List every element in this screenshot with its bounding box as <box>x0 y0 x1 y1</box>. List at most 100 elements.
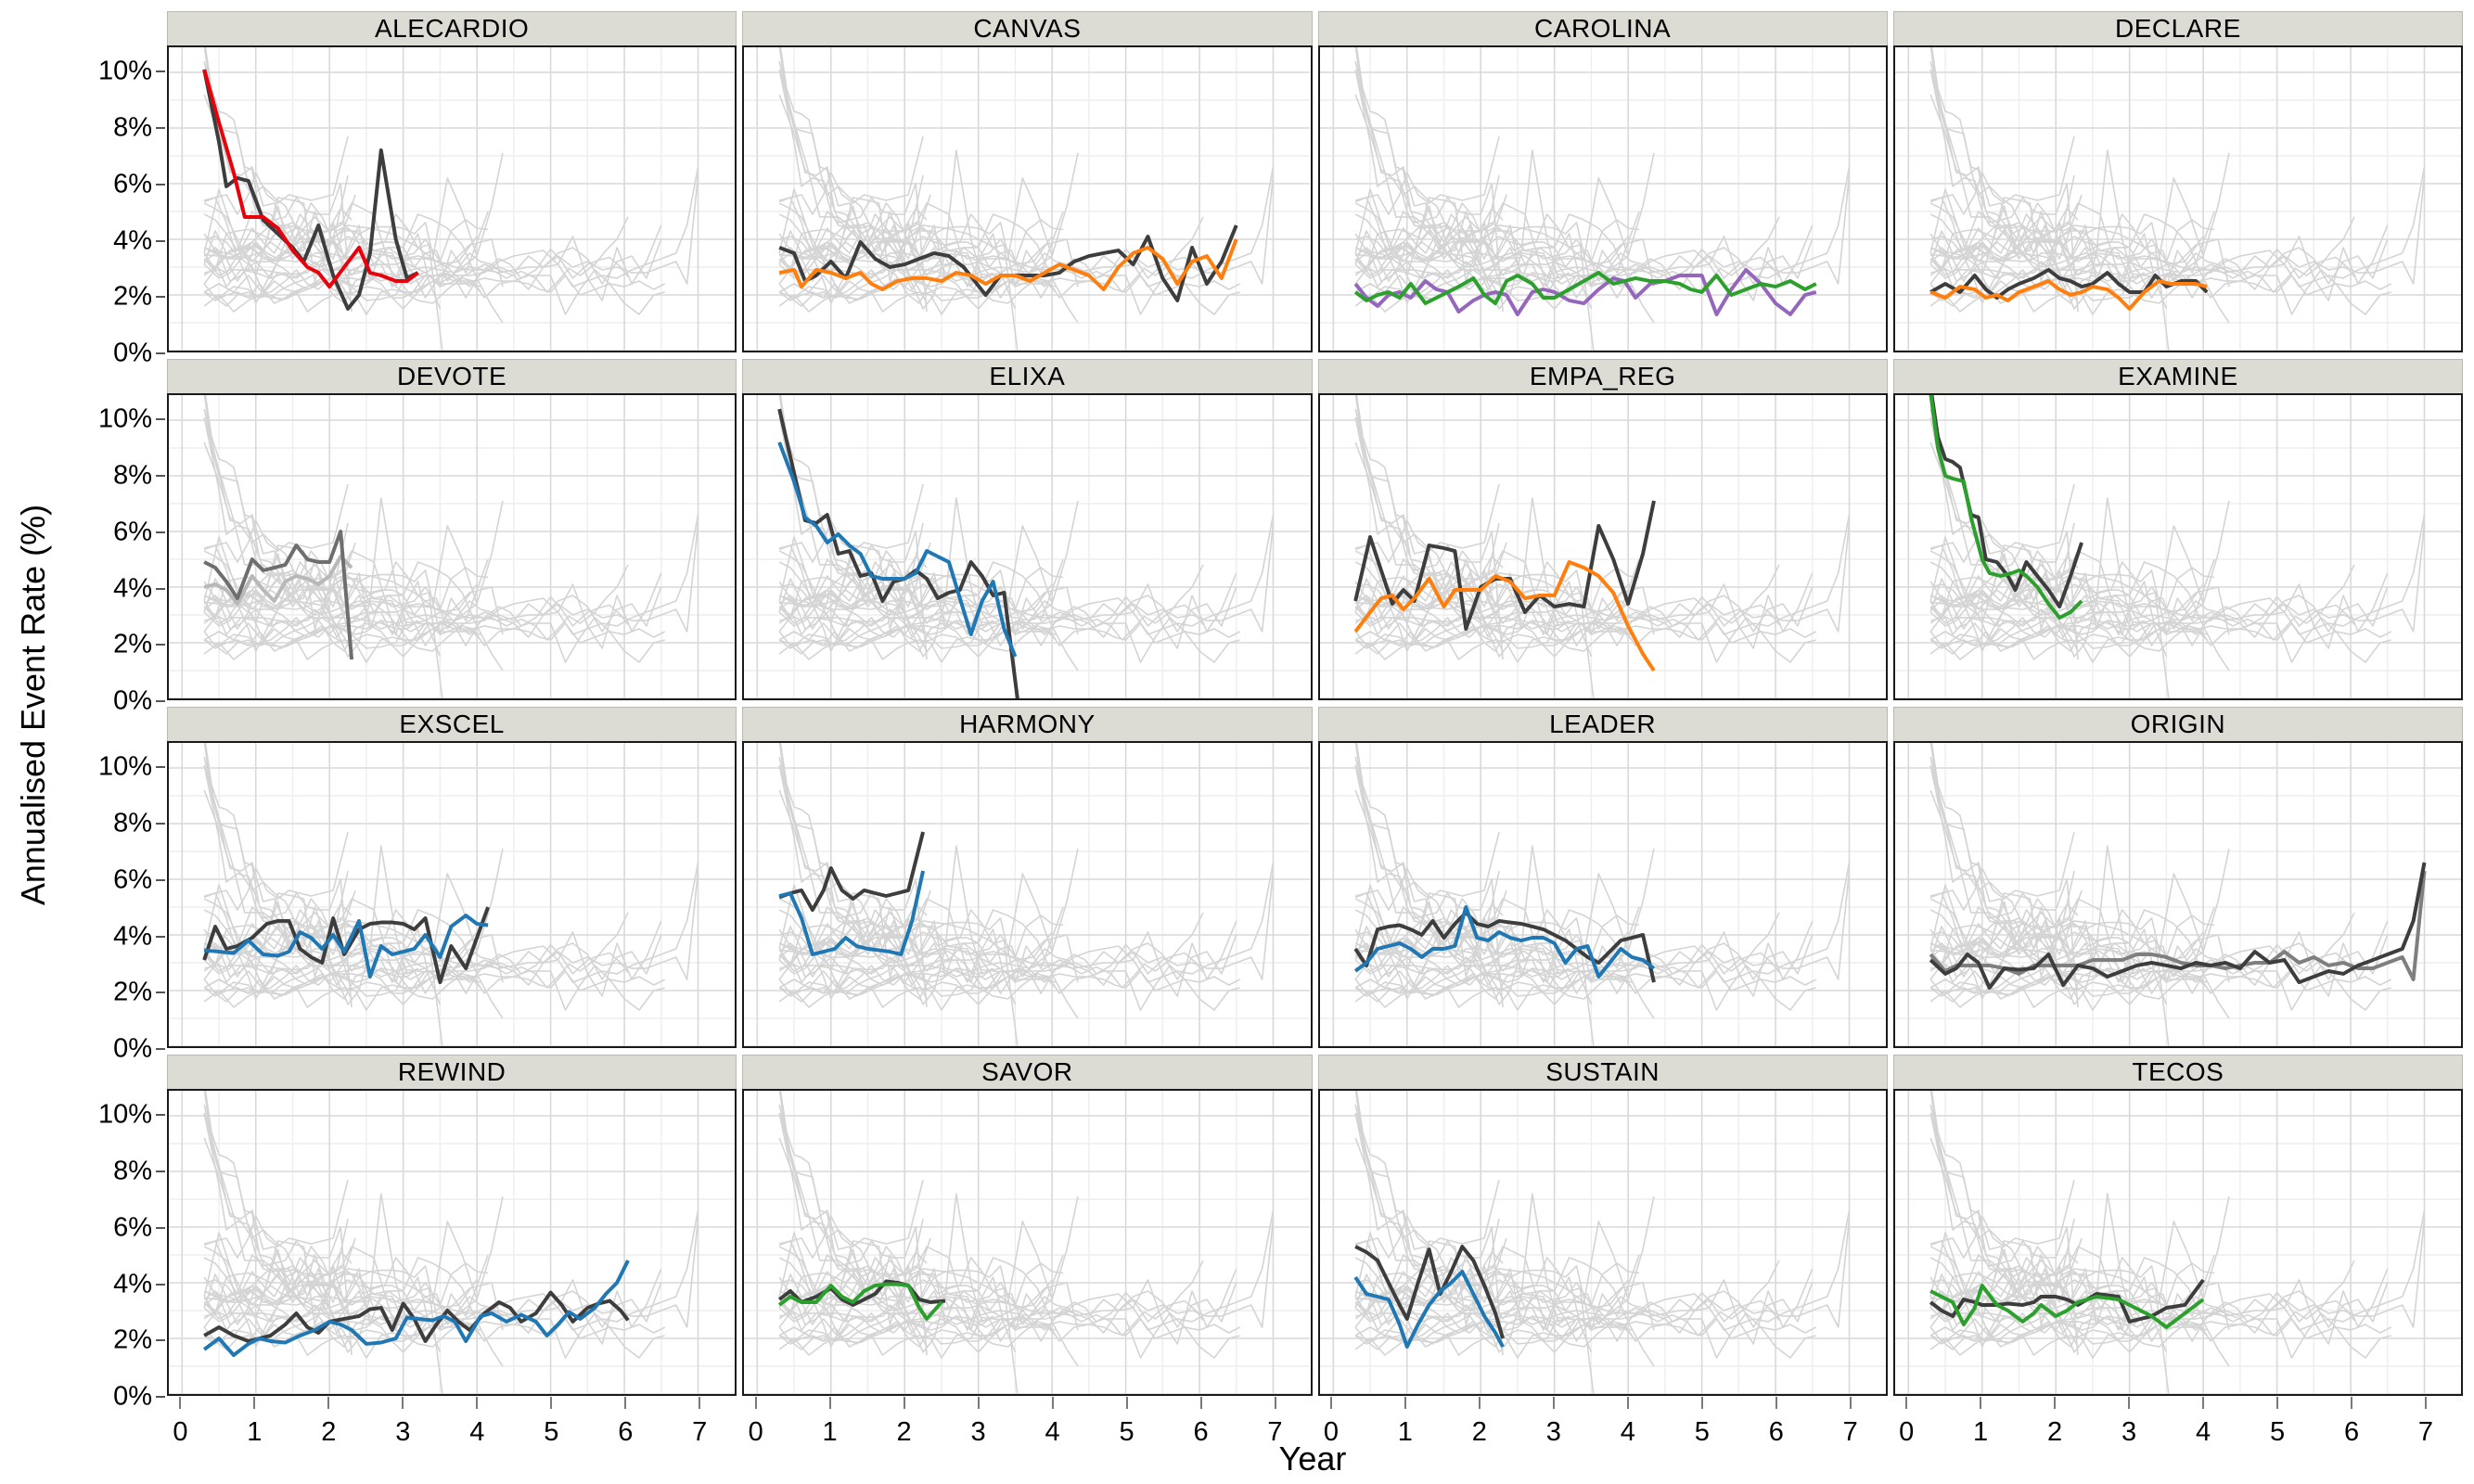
facet-alecardio: ALECARDIO <box>167 11 737 353</box>
facet-panel <box>167 1089 737 1396</box>
background-trial-line <box>203 1254 489 1331</box>
background-trial-line <box>1354 564 1780 660</box>
facet-declare: DECLARE <box>1892 11 2463 353</box>
background-trial-line <box>1929 848 2230 978</box>
background-trial-line <box>203 756 443 1046</box>
background-trial-line <box>1929 898 2079 991</box>
background-trial-line <box>1353 789 1592 1005</box>
background-trial-line <box>1929 1226 2079 1356</box>
background-trial-line <box>1929 756 2170 1046</box>
background-trial-line <box>203 965 665 1011</box>
y-tick-label: 0% <box>113 338 152 368</box>
background-trial-line <box>1354 236 1629 279</box>
facet-savor: SAVOR <box>742 1055 1313 1397</box>
x-tick-mark <box>1478 1397 1481 1409</box>
background-trial-line <box>778 564 1204 660</box>
background-trial-line <box>1929 1104 2170 1394</box>
background-trial-line <box>204 1262 489 1325</box>
facet-row: 0% 2% 4% 6% 8% 10% EXSCEL HARMONY LEADER ORIGIN <box>0 707 2474 1064</box>
x-tick-label: 4 <box>2195 1417 2211 1447</box>
facet-cells: REWIND SAVOR SUSTAIN TECOS <box>167 1055 2463 1397</box>
background-trial-line <box>203 595 629 646</box>
x-tick-mark <box>2276 1397 2279 1409</box>
y-tick-label: 4% <box>113 573 152 604</box>
background-trial-line <box>203 789 442 1005</box>
background-trial-line <box>203 216 504 288</box>
facet-strip-label: TECOS <box>2132 1057 2224 1086</box>
highlight-trial-line-dark <box>1929 1278 2205 1324</box>
x-tick-mark <box>1775 1397 1777 1409</box>
highlight-trial-line-dark <box>1929 267 2209 300</box>
x-tick-mark <box>402 1397 404 1409</box>
highlight-trial-line-color <box>202 1260 630 1357</box>
y-tick-mark <box>156 935 165 938</box>
x-tick-mark <box>699 1397 701 1409</box>
y-tick-label: 2% <box>113 1324 152 1355</box>
background-trial-line <box>1929 514 2426 641</box>
facet-carolina: CAROLINA <box>1317 11 1888 353</box>
x-axis-cell: 0 1 2 3 4 5 6 7 <box>1893 1397 2463 1462</box>
facet-strip: DECLARE <box>1892 11 2463 45</box>
background-trial-line <box>778 1279 1053 1323</box>
facet-strip: ORIGIN <box>1892 707 2463 741</box>
x-tick-label: 5 <box>544 1417 559 1447</box>
background-trial-line <box>1354 531 1504 660</box>
panel-plot-svg <box>1894 395 2461 698</box>
background-trial-line <box>203 1260 504 1331</box>
panel-plot-svg <box>744 47 1311 351</box>
facet-strip-label: DEVOTE <box>397 362 507 390</box>
x-tick-label: 2 <box>2047 1417 2063 1447</box>
background-trial-line <box>203 1285 478 1328</box>
background-trial-line <box>1929 227 2079 304</box>
y-tick-mark <box>156 1226 165 1229</box>
y-tick-label: 2% <box>113 629 152 659</box>
facet-panel <box>1892 1089 2463 1396</box>
background-trial-line <box>1353 575 1504 652</box>
background-trial-line <box>1929 531 2079 660</box>
y-tick-mark <box>156 127 165 130</box>
facet-devote: DEVOTE <box>167 359 737 701</box>
y-tick-label: 6% <box>113 169 152 199</box>
facet-panel <box>167 741 737 1048</box>
background-trial-line <box>778 789 1017 1005</box>
highlight-trial-line-color <box>1929 1284 2205 1329</box>
background-trial-line <box>779 915 1064 978</box>
background-trial-line <box>1929 174 2075 260</box>
highlight-trial-line-color <box>202 69 419 289</box>
background-trial-line <box>203 550 353 644</box>
background-trial-line <box>778 1312 1241 1359</box>
facet-panel <box>1317 741 1888 1048</box>
x-tick-mark <box>2425 1397 2427 1409</box>
x-tick-mark <box>253 1397 256 1409</box>
background-trial-line <box>203 483 349 563</box>
facet-strip: CAROLINA <box>1317 11 1888 45</box>
panel-plot-svg <box>169 1091 736 1394</box>
facet-tecos: TECOS <box>1892 1055 2463 1397</box>
y-tick-mark <box>156 991 165 994</box>
y-tick-label: 6% <box>113 1212 152 1243</box>
background-trial-line <box>1353 216 1655 288</box>
background-trial-line <box>778 522 1275 633</box>
background-trial-line <box>203 1280 371 1306</box>
x-tick-label: 6 <box>618 1417 634 1447</box>
background-trial-line <box>1354 183 1504 313</box>
background-trial-line <box>203 1315 666 1348</box>
panel-plot-svg <box>169 47 736 351</box>
facet-strip: HARMONY <box>742 707 1313 741</box>
background-trial-line <box>1929 174 2426 285</box>
facet-row: 0% 2% 4% 6% 8% 10% DEVOTE ELIXA EMPA_REG EXAMINE <box>0 359 2474 716</box>
background-trial-line <box>778 1196 1079 1325</box>
facet-panel <box>742 45 1313 352</box>
background-trial-line <box>1929 1291 2355 1342</box>
background-trial-line <box>1929 241 2204 285</box>
x-tick-mark <box>179 1397 182 1409</box>
background-trial-line <box>778 965 1241 1011</box>
y-tick-label: 4% <box>113 1269 152 1299</box>
background-trial-line <box>778 94 1017 310</box>
y-tick-label: 8% <box>113 460 152 491</box>
panel-plot-svg <box>744 743 1311 1046</box>
highlight-trial-line-color <box>1929 395 2083 620</box>
x-tick-label: 4 <box>1620 1417 1635 1447</box>
x-tick-label: 3 <box>970 1417 986 1447</box>
background-trial-line <box>203 1137 442 1353</box>
